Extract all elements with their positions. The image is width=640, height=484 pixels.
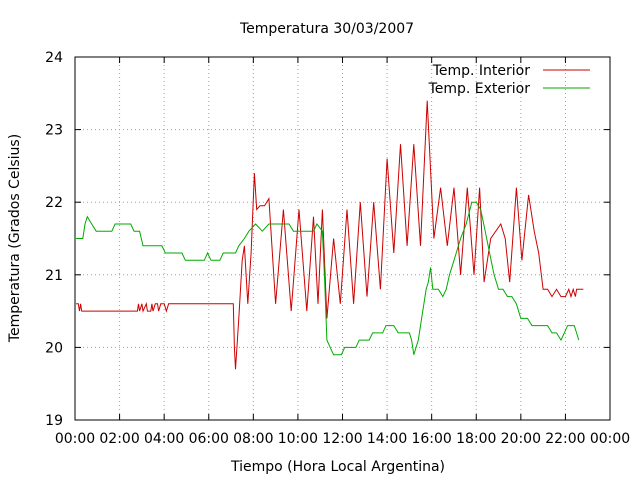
x-tick-labels: 00:00 02:00 04:00 06:00 08:00 10:00 12:00 14:00…	[55, 431, 630, 447]
x-tick-label: 18:00	[456, 431, 496, 447]
series-line-exterior	[76, 201, 580, 356]
axis-ticks	[74, 56, 611, 421]
legend: Temp. Interior Temp. Exterior	[428, 63, 590, 97]
y-axis-label: Temperatura (Grados Celsius)	[7, 134, 23, 343]
x-tick-label: 10:00	[278, 431, 318, 447]
grid-lines	[75, 57, 610, 420]
legend-label-exterior: Temp. Exterior	[428, 81, 531, 97]
x-tick-label: 02:00	[99, 431, 139, 447]
series-layer	[76, 100, 584, 370]
x-tick-label: 16:00	[411, 431, 451, 447]
x-tick-label: 06:00	[189, 431, 229, 447]
x-tick-label: 22:00	[545, 431, 585, 447]
y-tick-labels: 19 20 21 22 23 24	[45, 50, 63, 429]
x-tick-label: 20:00	[501, 431, 541, 447]
x-tick-label: 08:00	[233, 431, 273, 447]
chart-title: Temperatura 30/03/2007	[239, 21, 414, 37]
x-tick-label: 00:00	[590, 431, 630, 447]
x-tick-label: 12:00	[322, 431, 362, 447]
x-axis-label: Tiempo (Hora Local Argentina)	[230, 459, 445, 475]
y-tick-label: 19	[45, 413, 63, 429]
y-tick-label: 22	[45, 195, 63, 211]
y-tick-label: 21	[45, 268, 63, 284]
series-line-interior	[76, 100, 584, 370]
y-tick-label: 23	[45, 123, 63, 139]
x-tick-label: 04:00	[144, 431, 184, 447]
legend-label-interior: Temp. Interior	[432, 63, 531, 79]
y-tick-label: 20	[45, 340, 63, 356]
x-tick-label: 14:00	[367, 431, 407, 447]
x-tick-label: 00:00	[55, 431, 95, 447]
y-tick-label: 24	[45, 50, 63, 66]
